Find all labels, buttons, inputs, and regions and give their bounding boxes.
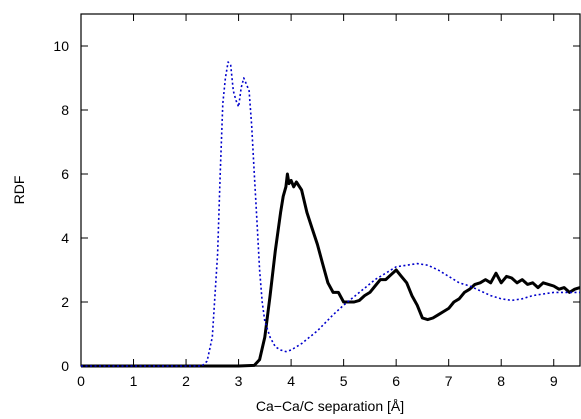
x-tick-label: 8	[497, 373, 505, 389]
y-tick-label: 0	[61, 358, 69, 374]
x-tick-label: 9	[550, 373, 558, 389]
x-tick-label: 7	[445, 373, 453, 389]
x-axis-label: Ca−Ca/C separation [Å]	[256, 398, 404, 414]
y-tick-label: 10	[53, 38, 69, 54]
solid-series-line	[81, 172, 581, 368]
x-tick-label: 4	[287, 373, 295, 389]
x-tick-label: 0	[77, 373, 85, 389]
dotted-series-line	[81, 61, 580, 367]
x-tick-label: 5	[340, 373, 348, 389]
series-group	[81, 61, 581, 368]
y-tick-label: 8	[61, 102, 69, 118]
x-tick-label: 1	[130, 373, 138, 389]
axis-ticks: 0 1 2 3 4 5 6 7 8 9 0 2 4 6 8 10	[53, 14, 580, 389]
x-tick-label: 6	[392, 373, 400, 389]
y-tick-label: 4	[61, 230, 69, 246]
y-tick-label: 2	[61, 294, 69, 310]
y-tick-label: 6	[61, 166, 69, 182]
x-tick-label: 2	[182, 373, 190, 389]
plot-frame	[80, 13, 581, 367]
x-tick-label: 3	[235, 373, 243, 389]
y-axis-label: RDF	[11, 176, 27, 205]
